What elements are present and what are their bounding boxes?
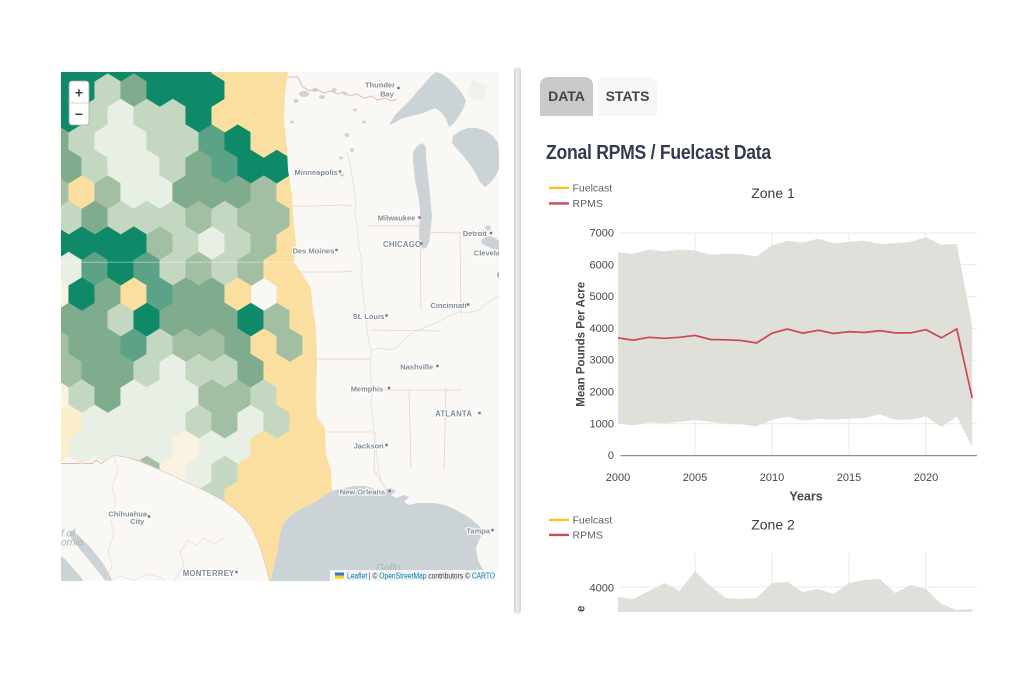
svg-text:Fuelcast: Fuelcast	[573, 182, 613, 194]
svg-text:ATLANTA: ATLANTA	[435, 410, 472, 419]
svg-text:2010: 2010	[760, 472, 784, 484]
svg-text:5000: 5000	[590, 291, 614, 303]
svg-text:2015: 2015	[837, 472, 861, 484]
svg-text:2000: 2000	[606, 472, 630, 484]
svg-text:Years: Years	[789, 490, 822, 504]
svg-text:RPMS: RPMS	[573, 198, 603, 210]
svg-text:Fuelcast: Fuelcast	[573, 514, 613, 526]
svg-text:P: P	[497, 271, 499, 280]
svg-text:−: −	[75, 106, 83, 122]
svg-text:City: City	[130, 517, 145, 526]
svg-text:Leaflet | © OpenStreetMap cont: Leaflet | © OpenStreetMap contributors ©…	[347, 572, 495, 581]
svg-text:4000: 4000	[590, 583, 614, 595]
svg-text:Bay: Bay	[380, 90, 395, 99]
svg-text:Golfo: Golfo	[376, 563, 400, 574]
svg-text:Zone 1: Zone 1	[751, 185, 795, 201]
svg-text:2005: 2005	[683, 472, 707, 484]
svg-text:CHICAGO: CHICAGO	[383, 240, 421, 249]
svg-text:Mean Pounds Per Acre: Mean Pounds Per Acre	[576, 606, 588, 612]
svg-text:Nashville: Nashville	[400, 363, 433, 372]
svg-text:1000: 1000	[590, 418, 614, 430]
svg-text:Jackson: Jackson	[354, 442, 384, 451]
svg-text:MONTERREY: MONTERREY	[183, 569, 235, 578]
svg-text:St. Louis: St. Louis	[353, 312, 385, 321]
svg-text:Mean Pounds Per Acre: Mean Pounds Per Acre	[576, 282, 588, 407]
svg-text:Des Moines: Des Moines	[293, 247, 335, 256]
svg-text:2020: 2020	[914, 472, 938, 484]
svg-text:+: +	[75, 85, 83, 101]
svg-text:Memphis: Memphis	[351, 385, 384, 394]
svg-text:Milwaukee: Milwaukee	[378, 214, 416, 223]
svg-text:Zone 2: Zone 2	[751, 517, 795, 533]
svg-text:f of: f of	[61, 529, 76, 540]
svg-text:Tampa: Tampa	[466, 527, 490, 536]
svg-text:Minneapolis: Minneapolis	[295, 168, 338, 177]
svg-text:Cincinnati: Cincinnati	[430, 301, 466, 310]
svg-text:RPMS: RPMS	[573, 529, 603, 541]
svg-text:7000: 7000	[590, 228, 614, 240]
svg-text:Clevelan: Clevelan	[474, 249, 499, 258]
svg-text:Detroit: Detroit	[463, 229, 488, 238]
svg-text:ornia: ornia	[61, 538, 84, 549]
svg-text:4000: 4000	[590, 323, 614, 335]
svg-text:3000: 3000	[590, 355, 614, 367]
svg-text:0: 0	[608, 450, 614, 462]
svg-text:Chihuahua: Chihuahua	[108, 509, 148, 518]
svg-text:Thunder: Thunder	[365, 81, 395, 90]
svg-text:New Orleans: New Orleans	[340, 488, 385, 497]
svg-text:6000: 6000	[590, 259, 614, 271]
svg-text:2000: 2000	[590, 387, 614, 399]
